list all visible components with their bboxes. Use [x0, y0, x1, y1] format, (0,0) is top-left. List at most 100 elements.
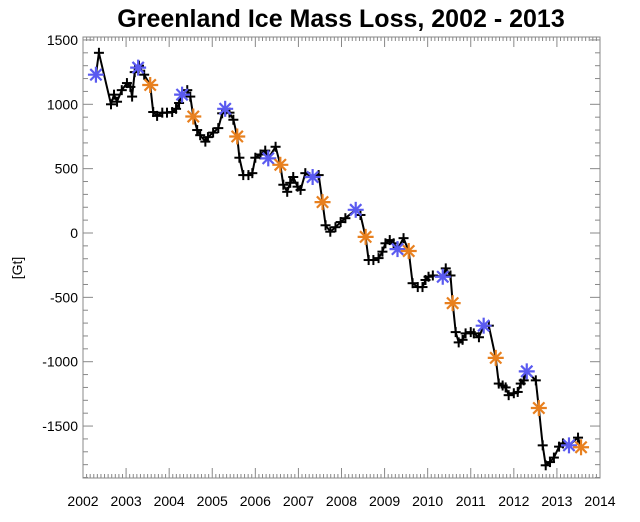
y-axis-label: [Gt] — [9, 257, 25, 280]
plus-marker — [500, 382, 511, 393]
x-tick-label: 2012 — [498, 493, 529, 509]
plus-marker — [127, 91, 138, 102]
summer-asterisk-marker-stroke — [446, 296, 460, 310]
spring-asterisk-marker-stroke — [349, 203, 363, 217]
summer-asterisk-marker-stroke — [230, 130, 244, 143]
plus-marker — [125, 81, 136, 92]
spring-asterisk-marker — [304, 169, 321, 186]
plus-marker — [202, 132, 213, 143]
y-tick-label: 1000 — [47, 96, 78, 112]
summer-asterisk-marker-stroke — [273, 158, 287, 172]
x-tick-label: 2008 — [326, 493, 357, 509]
spring-asterisk-marker — [475, 317, 492, 334]
y-tick-label: 0 — [70, 225, 78, 241]
summer-asterisk-marker-stroke — [402, 244, 416, 258]
spring-asterisk-marker — [560, 437, 577, 454]
plus-marker — [457, 334, 468, 345]
x-tick-label: 2006 — [240, 493, 271, 509]
plus-marker — [285, 177, 296, 188]
spring-asterisk-marker-stroke — [306, 170, 320, 184]
plus-marker — [171, 103, 182, 114]
plus-marker — [320, 220, 331, 231]
plus-marker — [116, 85, 127, 96]
plus-marker — [106, 99, 117, 110]
spring-asterisk-marker — [174, 86, 191, 103]
plus-marker — [174, 98, 185, 109]
mass-series-line — [94, 52, 582, 468]
y-tick-label: 500 — [55, 161, 79, 177]
spring-asterisk-marker-stroke — [261, 151, 275, 165]
plus-marker — [282, 186, 293, 197]
summer-asterisk-marker — [400, 243, 417, 260]
summer-asterisk-marker-stroke — [489, 351, 503, 365]
plus-marker — [340, 213, 351, 224]
plus-marker — [139, 69, 150, 80]
plus-marker — [407, 278, 418, 289]
plus-marker — [250, 152, 261, 163]
summer-asterisk-marker — [142, 76, 159, 93]
x-tick-label: 2009 — [369, 493, 400, 509]
plus-marker — [445, 270, 456, 281]
plus-marker — [208, 127, 219, 138]
summer-asterisk-marker — [357, 228, 374, 245]
x-tick-label: 2010 — [412, 493, 443, 509]
plus-marker — [417, 282, 428, 293]
spring-asterisk-marker-stroke — [436, 270, 450, 284]
spring-asterisk-marker — [217, 100, 234, 117]
plus-marker — [518, 375, 529, 386]
plus-marker — [288, 172, 299, 183]
plus-marker — [473, 332, 484, 343]
y-tick-label: -500 — [50, 289, 78, 305]
plus-marker — [503, 390, 514, 401]
summer-asterisk-marker — [487, 349, 504, 366]
spring-asterisk-marker-stroke — [477, 319, 491, 333]
spring-asterisk-marker-stroke — [562, 438, 576, 452]
spring-asterisk-marker — [518, 363, 535, 380]
plus-marker — [468, 328, 479, 339]
plus-marker — [530, 375, 541, 386]
x-tick-label: 2003 — [111, 493, 142, 509]
spring-asterisk-marker-stroke — [175, 88, 189, 102]
spring-asterisk-marker — [434, 268, 451, 285]
x-tick-labels: 2002 2003 2004 2005 2006 2007 2008 2009 2010 2011… — [67, 493, 615, 509]
plus-marker — [247, 168, 258, 179]
axis-ticks — [82, 37, 601, 479]
plus-marker — [537, 440, 548, 451]
spring-asterisk-marker — [130, 59, 147, 76]
summer-asterisk-marker — [444, 295, 461, 312]
plus-marker — [278, 179, 289, 190]
plus-marker — [228, 114, 239, 125]
spring-asterisk-marker-stroke — [131, 61, 145, 75]
summer-asterisk-marker — [573, 439, 590, 456]
x-tick-label: 2004 — [154, 493, 185, 509]
x-tick-label: 2013 — [541, 493, 572, 509]
plus-marker — [548, 452, 559, 463]
plus-marker — [213, 123, 224, 134]
chart-title: Greenland Ice Mass Loss, 2002 - 2013 — [117, 5, 564, 33]
plus-marker — [195, 130, 206, 141]
plus-marker — [295, 184, 306, 195]
plot-frame — [82, 36, 601, 479]
plus-marker — [325, 226, 336, 237]
spring-asterisk-marker — [260, 150, 277, 167]
spring-asterisk-marker-stroke — [89, 68, 103, 82]
spring-asterisk-marker-stroke — [218, 102, 232, 116]
plus-marker — [270, 141, 281, 152]
plus-marker — [192, 125, 203, 136]
plus-marker — [185, 91, 196, 102]
plus-marker — [398, 233, 409, 244]
plus-marker — [573, 432, 584, 443]
plus-marker — [373, 253, 384, 264]
x-tick-label: 2007 — [283, 493, 314, 509]
plus-marker — [234, 152, 245, 163]
plus-marker — [330, 222, 341, 233]
x-tick-label: 2002 — [67, 493, 98, 509]
y-tick-label: -1000 — [42, 354, 78, 370]
summer-asterisk-marker — [530, 400, 547, 417]
spring-asterisk-marker — [347, 201, 364, 218]
spring-asterisk-marker-stroke — [520, 364, 534, 378]
x-tick-label: 2011 — [456, 493, 486, 509]
summer-asterisk-marker-stroke — [532, 401, 546, 415]
x-tick-label: 2014 — [584, 493, 615, 509]
plus-marker — [93, 47, 104, 58]
